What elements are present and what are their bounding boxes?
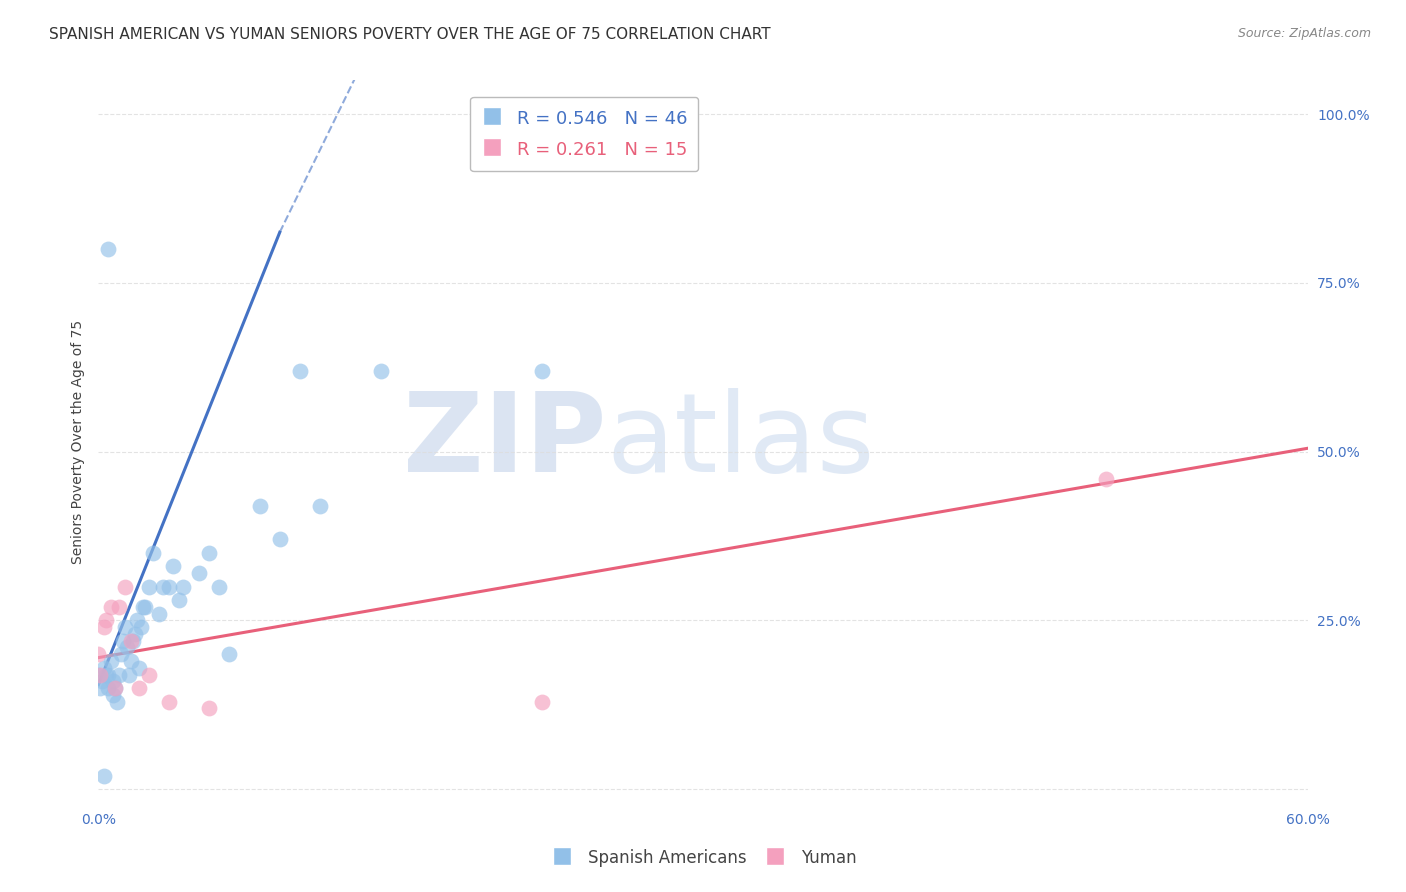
Spanish Americans — [208, 580, 231, 594]
Spanish Americans — [142, 546, 165, 560]
Spanish Americans — [120, 654, 142, 668]
Spanish Americans — [129, 620, 152, 634]
Yuman — [530, 694, 553, 708]
Spanish Americans — [118, 667, 141, 681]
Text: atlas: atlas — [606, 388, 875, 495]
Spanish Americans — [249, 499, 271, 513]
Spanish Americans — [100, 654, 122, 668]
Spanish Americans — [93, 661, 115, 675]
Spanish Americans — [91, 674, 114, 689]
Spanish Americans — [188, 566, 211, 581]
Spanish Americans — [105, 694, 128, 708]
Spanish Americans — [134, 599, 156, 614]
Spanish Americans — [152, 580, 174, 594]
Text: Source: ZipAtlas.com: Source: ZipAtlas.com — [1237, 27, 1371, 40]
Spanish Americans — [111, 633, 134, 648]
Spanish Americans — [172, 580, 194, 594]
Spanish Americans — [114, 620, 136, 634]
Spanish Americans — [128, 661, 150, 675]
Y-axis label: Seniors Poverty Over the Age of 75: Seniors Poverty Over the Age of 75 — [70, 319, 84, 564]
Yuman — [89, 667, 111, 681]
Spanish Americans — [125, 614, 148, 628]
Spanish Americans — [148, 607, 170, 621]
Spanish Americans — [218, 647, 240, 661]
Yuman — [87, 647, 110, 661]
Yuman — [128, 681, 150, 695]
Yuman — [103, 681, 125, 695]
Spanish Americans — [530, 364, 553, 378]
Yuman — [100, 599, 122, 614]
Spanish Americans — [370, 364, 392, 378]
Yuman — [114, 580, 136, 594]
Spanish Americans — [269, 533, 291, 547]
Yuman — [198, 701, 221, 715]
Spanish Americans — [97, 667, 120, 681]
Spanish Americans — [132, 599, 155, 614]
Spanish Americans — [96, 667, 118, 681]
Yuman — [96, 614, 118, 628]
Spanish Americans — [138, 580, 160, 594]
Spanish Americans — [115, 640, 138, 655]
Spanish Americans — [121, 633, 143, 648]
Spanish Americans — [89, 681, 111, 695]
Spanish Americans — [93, 769, 115, 783]
Yuman — [157, 694, 180, 708]
Spanish Americans — [162, 559, 184, 574]
Text: SPANISH AMERICAN VS YUMAN SENIORS POVERTY OVER THE AGE OF 75 CORRELATION CHART: SPANISH AMERICAN VS YUMAN SENIORS POVERT… — [49, 27, 770, 42]
Spanish Americans — [101, 688, 124, 702]
Spanish Americans — [288, 364, 311, 378]
Yuman — [93, 620, 115, 634]
Spanish Americans — [110, 647, 132, 661]
Spanish Americans — [87, 667, 110, 681]
Spanish Americans — [107, 667, 129, 681]
Spanish Americans — [198, 546, 221, 560]
Spanish Americans — [124, 627, 146, 641]
Yuman — [138, 667, 160, 681]
Spanish Americans — [157, 580, 180, 594]
Spanish Americans — [103, 681, 125, 695]
Yuman — [120, 633, 142, 648]
Spanish Americans — [97, 242, 120, 256]
Text: ZIP: ZIP — [404, 388, 606, 495]
Yuman — [107, 599, 129, 614]
Legend: Spanish Americans, Yuman: Spanish Americans, Yuman — [543, 841, 863, 875]
Spanish Americans — [167, 593, 190, 607]
Legend: R = 0.546   N = 46, R = 0.261   N = 15: R = 0.546 N = 46, R = 0.261 N = 15 — [470, 96, 699, 171]
Spanish Americans — [97, 681, 120, 695]
Spanish Americans — [101, 674, 124, 689]
Spanish Americans — [309, 499, 332, 513]
Yuman — [1095, 472, 1118, 486]
